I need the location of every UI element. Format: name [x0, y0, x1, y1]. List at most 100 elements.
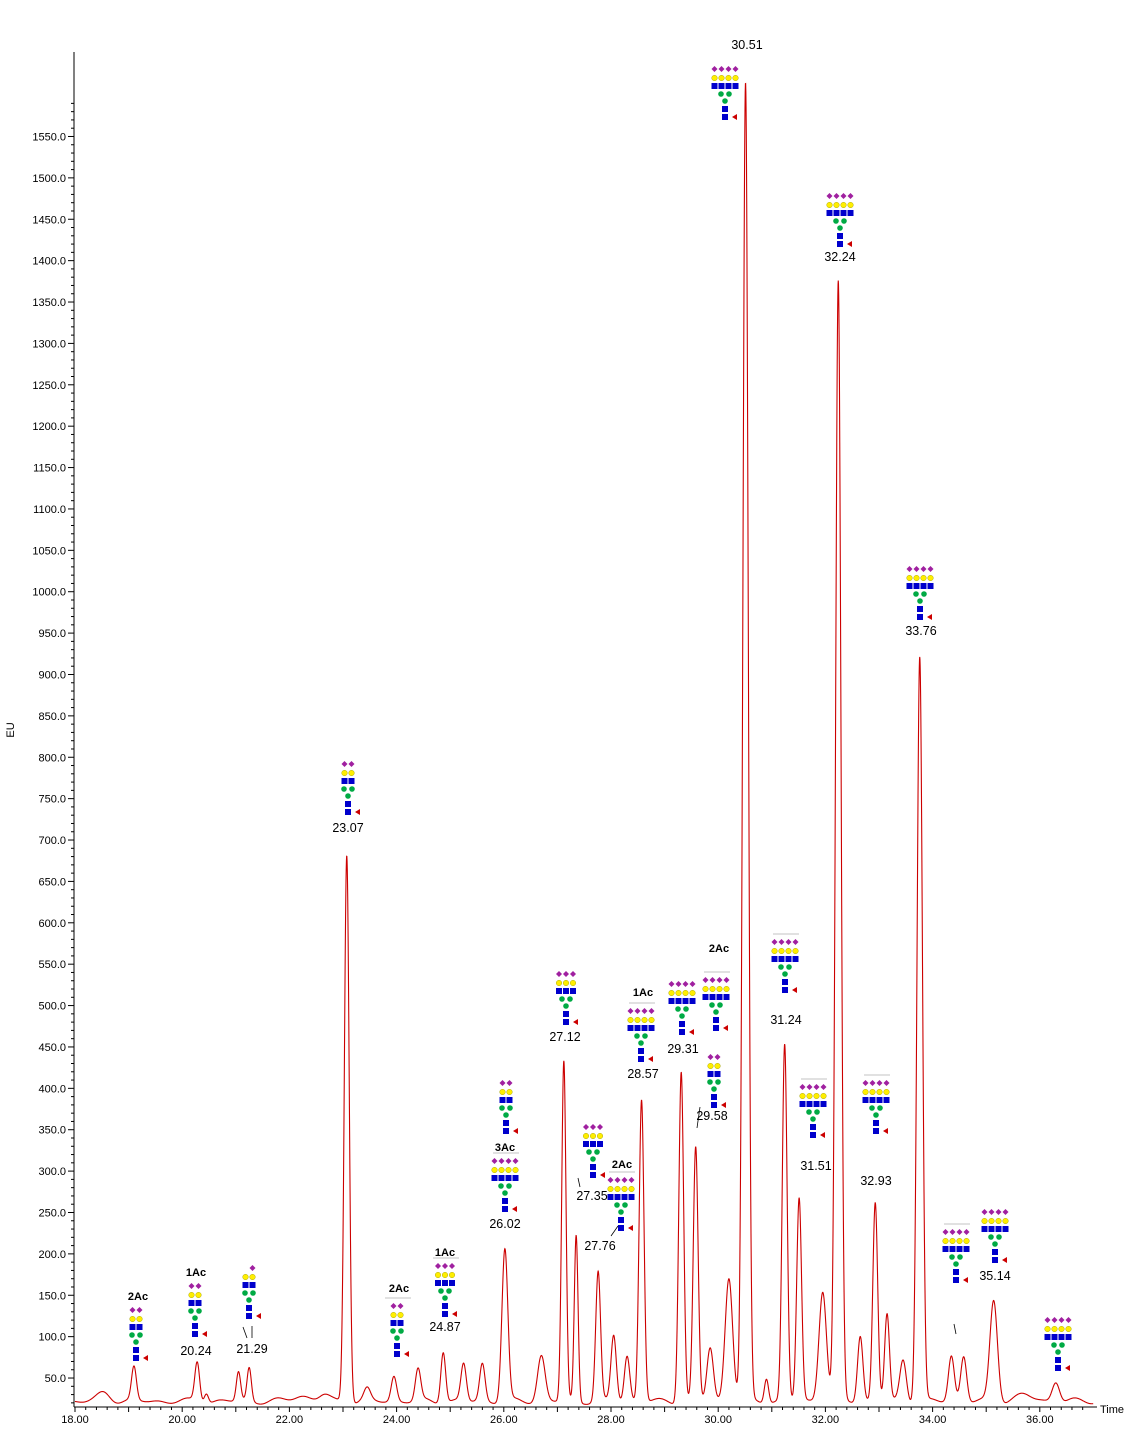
glcnac-icon: [722, 106, 728, 112]
galactose-icon: [682, 990, 689, 997]
glcnac-icon: [778, 956, 785, 962]
leader-line: [953, 1323, 957, 1335]
galactose-icon: [1065, 1325, 1072, 1332]
glcnac-icon: [953, 1277, 959, 1283]
fucose-icon: [628, 1225, 633, 1231]
glcnac-icon: [806, 1101, 813, 1107]
sialic-acid-icon: [621, 1177, 628, 1183]
mannose-icon: [1051, 1342, 1057, 1348]
glcnac-icon: [618, 1225, 624, 1231]
sialic-acid-icon: [129, 1307, 136, 1313]
glcnac-icon: [718, 83, 725, 89]
glcnac-icon: [195, 1300, 202, 1306]
mannose-icon: [917, 598, 923, 604]
glycan-structure-icon: [556, 971, 578, 1025]
mannose-icon: [638, 1040, 644, 1046]
glcnac-icon: [506, 1097, 513, 1103]
galactose-icon: [614, 1185, 621, 1192]
y-tick-label: 1350.0: [32, 297, 66, 309]
galactose-icon: [449, 1271, 456, 1278]
glcnac-icon: [1065, 1334, 1072, 1340]
galactose-icon: [1002, 1217, 1009, 1224]
sialic-acid-icon: [491, 1158, 498, 1164]
y-tick-label: 250.0: [38, 1207, 66, 1219]
galactose-icon: [707, 1062, 714, 1069]
sialic-acid-icon: [512, 1158, 519, 1164]
glcnac-icon: [242, 1282, 249, 1288]
sialic-acid-icon: [913, 566, 920, 572]
galactose-icon: [607, 1185, 614, 1192]
fucose-icon: [847, 241, 852, 247]
galactose-icon: [709, 986, 716, 993]
glcnac-icon: [837, 241, 843, 247]
annotation-1ac-20: 1Ac: [186, 1267, 206, 1279]
sialic-acid-icon: [883, 1080, 890, 1086]
galactose-icon: [869, 1088, 876, 1095]
fucose-icon: [452, 1311, 457, 1317]
annotation-3ac-26: 3Ac: [495, 1142, 515, 1154]
mannose-icon: [683, 1006, 689, 1012]
sialic-acid-icon: [556, 971, 562, 977]
galactose-icon: [862, 1088, 869, 1095]
fucose-icon: [355, 809, 360, 815]
y-tick-label: 400.0: [38, 1083, 66, 1095]
mannose-icon: [563, 1003, 569, 1009]
galactose-icon: [1058, 1325, 1065, 1332]
sialic-acid-icon: [442, 1263, 448, 1269]
glcnac-icon: [345, 801, 351, 807]
glcnac-icon: [394, 1343, 400, 1349]
glcnac-icon: [505, 1175, 512, 1181]
y-tick-label: 450.0: [38, 1042, 66, 1054]
mannose-icon: [506, 1183, 512, 1189]
y-tick-label: 800.0: [38, 752, 66, 764]
glcnac-icon: [714, 1071, 721, 1077]
galactose-icon: [188, 1291, 195, 1298]
x-tick-label: 20.00: [168, 1414, 196, 1426]
galactose-icon: [995, 1217, 1002, 1224]
fucose-icon: [512, 1206, 517, 1212]
sialic-acid-icon: [949, 1229, 956, 1235]
glcnac-icon: [981, 1226, 988, 1232]
mannose-icon: [726, 91, 732, 97]
glcnac-icon: [136, 1324, 143, 1330]
galactose-icon: [956, 1237, 963, 1244]
glcnac-icon: [1058, 1334, 1065, 1340]
glycan-structure-icon: [583, 1124, 605, 1178]
glycan-structures: [129, 66, 1072, 1371]
glcnac-icon: [348, 778, 355, 784]
mannose-icon: [503, 1112, 509, 1118]
galactose-icon: [906, 575, 913, 582]
mannose-icon: [498, 1183, 504, 1189]
sialic-acid-icon: [785, 939, 792, 945]
glcnac-icon: [722, 114, 728, 120]
fucose-icon: [256, 1313, 261, 1319]
fucose-icon: [513, 1128, 518, 1134]
mannose-icon: [786, 964, 792, 970]
peak-label: 24.87: [429, 1320, 460, 1334]
glycan-structure-icon: [711, 66, 739, 120]
mannose-icon: [192, 1315, 198, 1321]
galactose-icon: [563, 980, 570, 987]
peak-labels: 20.24 21.29 23.07 24.87 26.02 27.12 27.35 27.76…: [180, 38, 1010, 1358]
annotation-2ac-24: 2Ac: [389, 1283, 409, 1295]
galactose-icon: [348, 770, 355, 777]
sialic-acid-icon: [927, 566, 934, 572]
mannose-icon: [559, 996, 565, 1002]
galactose-icon: [506, 1088, 513, 1095]
galactose-icon: [1051, 1325, 1058, 1332]
mannose-icon: [567, 996, 573, 1002]
mannose-icon: [188, 1308, 194, 1314]
mannose-icon: [129, 1332, 135, 1338]
galactose-icon: [570, 980, 577, 987]
glcnac-icon: [498, 1175, 505, 1181]
mannose-icon: [814, 1109, 820, 1115]
leader-line: [696, 1106, 701, 1129]
glycan-structure-icon: [188, 1283, 207, 1337]
galactose-icon: [913, 575, 920, 582]
fucose-icon: [143, 1355, 148, 1361]
mannose-icon: [707, 1079, 713, 1085]
glcnac-icon: [133, 1355, 139, 1361]
peak-label: 20.24: [180, 1344, 211, 1358]
mannose-icon: [782, 971, 788, 977]
glycan-structure-icon: [981, 1209, 1009, 1263]
